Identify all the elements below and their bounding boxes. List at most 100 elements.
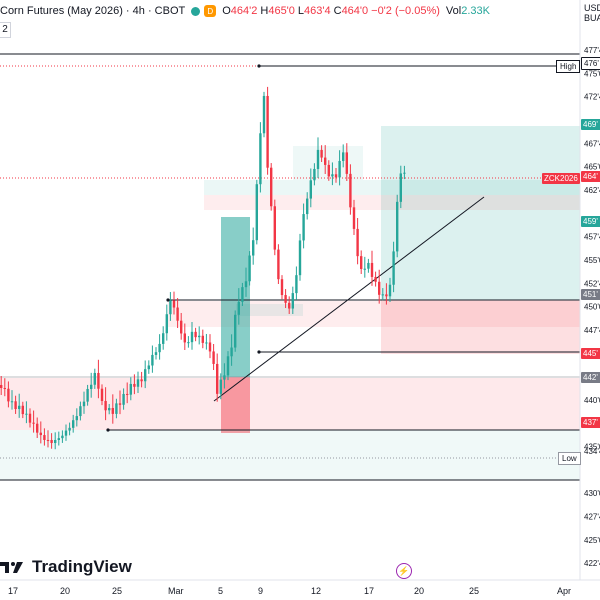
price-axis-badge: 442': [581, 371, 600, 383]
candle-body: [183, 333, 186, 343]
candle-body: [108, 408, 111, 411]
candle-body: [133, 383, 136, 387]
candle-body: [115, 403, 118, 414]
candle-body: [216, 363, 219, 394]
candle-body: [50, 439, 53, 444]
symbol-title[interactable]: Corn Futures (May 2026) · 4h · CBOT: [0, 5, 186, 17]
candle-body: [374, 276, 377, 282]
candle-body: [165, 314, 168, 334]
candle-body: [367, 262, 370, 269]
candle-body: [212, 351, 215, 364]
red-range-bar[interactable]: [221, 377, 250, 433]
candle-body: [194, 331, 197, 338]
price-tick-label: 465'0: [584, 163, 600, 172]
tradingview-watermark: TradingView: [0, 557, 132, 577]
price-axis-badge: 451': [581, 289, 600, 301]
candle-body: [10, 401, 14, 403]
candle-body: [140, 379, 143, 382]
candle-body: [144, 369, 147, 382]
candle-body: [306, 198, 309, 215]
candle-body: [363, 268, 366, 270]
tradingview-logo-icon: [0, 562, 23, 573]
time-tick-label: Apr: [557, 586, 571, 596]
time-tick-label: 12: [311, 586, 321, 596]
ohlc-open-value: 464'2: [230, 5, 258, 17]
candle-body: [54, 439, 57, 444]
red-demand-zone-lower[interactable]: [0, 378, 580, 430]
volume-label: Vol: [445, 5, 462, 17]
time-tick-label: Mar: [168, 586, 184, 596]
candle-body: [32, 422, 35, 424]
candle-body: [360, 256, 363, 269]
trendline[interactable]: [213, 196, 485, 402]
price-tick-label: 450'0: [584, 303, 600, 312]
candle-body: [252, 240, 255, 256]
candle-body: [7, 388, 10, 402]
candle-body: [320, 149, 323, 158]
candle-body: [331, 174, 334, 177]
low-label: Low: [558, 452, 581, 465]
candle-body: [295, 275, 298, 294]
ohlc-close-value: 464'0: [341, 5, 369, 17]
ohlc-low-label: L: [297, 5, 305, 17]
candle-body: [309, 180, 312, 199]
interval-toggle-box[interactable]: 2: [0, 22, 11, 38]
candle-body: [104, 400, 107, 411]
candle-body: [136, 379, 140, 387]
price-tick-label: 435'0: [584, 443, 600, 452]
candle-body: [180, 320, 183, 334]
candle-body: [187, 342, 190, 344]
price-tick-label: 430'0: [584, 489, 600, 498]
candle-body: [90, 384, 93, 389]
candle-body: [176, 307, 179, 321]
candle-body: [64, 430, 68, 436]
price-tick-label: 452'4: [584, 279, 600, 288]
price-tick-label: 472'4: [584, 93, 600, 102]
time-tick-label: 9: [258, 586, 263, 596]
candle-body: [248, 255, 251, 282]
candle-body: [284, 295, 287, 303]
anchor-dot[interactable]: [106, 428, 110, 432]
candle-body: [223, 375, 226, 380]
long-position-profit-zone[interactable]: [381, 126, 580, 300]
green-range-bar[interactable]: [221, 217, 250, 377]
green-zone-lower[interactable]: [0, 430, 580, 480]
candle-body: [68, 427, 71, 431]
price-tick-label: 477'4: [584, 46, 600, 55]
long-position-stop-zone[interactable]: [381, 300, 580, 354]
candle-body: [43, 435, 46, 440]
candle-body: [151, 354, 154, 366]
price-tick-label: 422'4: [584, 559, 600, 568]
candle-body: [381, 294, 384, 296]
price-tick-label: 440'0: [584, 396, 600, 405]
candle-body: [118, 403, 122, 405]
candle-body: [129, 383, 132, 395]
candle-body: [338, 160, 341, 178]
candle-body: [237, 301, 240, 315]
lightning-icon[interactable]: ⚡: [396, 563, 412, 579]
candle-body: [352, 207, 356, 229]
candle-body: [46, 439, 50, 441]
candle-body: [82, 401, 86, 407]
candle-body: [111, 408, 114, 414]
candle-body: [324, 157, 327, 165]
price-tick-label: 425'0: [584, 536, 600, 545]
candle-body: [25, 413, 28, 415]
anchor-dot[interactable]: [166, 298, 170, 302]
anchor-dot[interactable]: [257, 350, 261, 354]
candle-body: [205, 342, 208, 344]
candle-body: [75, 416, 78, 421]
anchor-dot[interactable]: [257, 64, 261, 68]
data-delay-badge[interactable]: D: [204, 5, 217, 17]
price-tick-label: 467'4: [584, 139, 600, 148]
green-box-middle[interactable]: [236, 304, 303, 316]
price-tick-label: 447'4: [584, 326, 600, 335]
candle-body: [385, 294, 388, 297]
candle-body: [280, 279, 284, 296]
green-zone-upper[interactable]: [204, 180, 580, 195]
red-zone-upper[interactable]: [204, 195, 580, 210]
candle-body: [93, 372, 96, 385]
candle-body: [3, 388, 6, 389]
candle-body: [388, 284, 392, 297]
